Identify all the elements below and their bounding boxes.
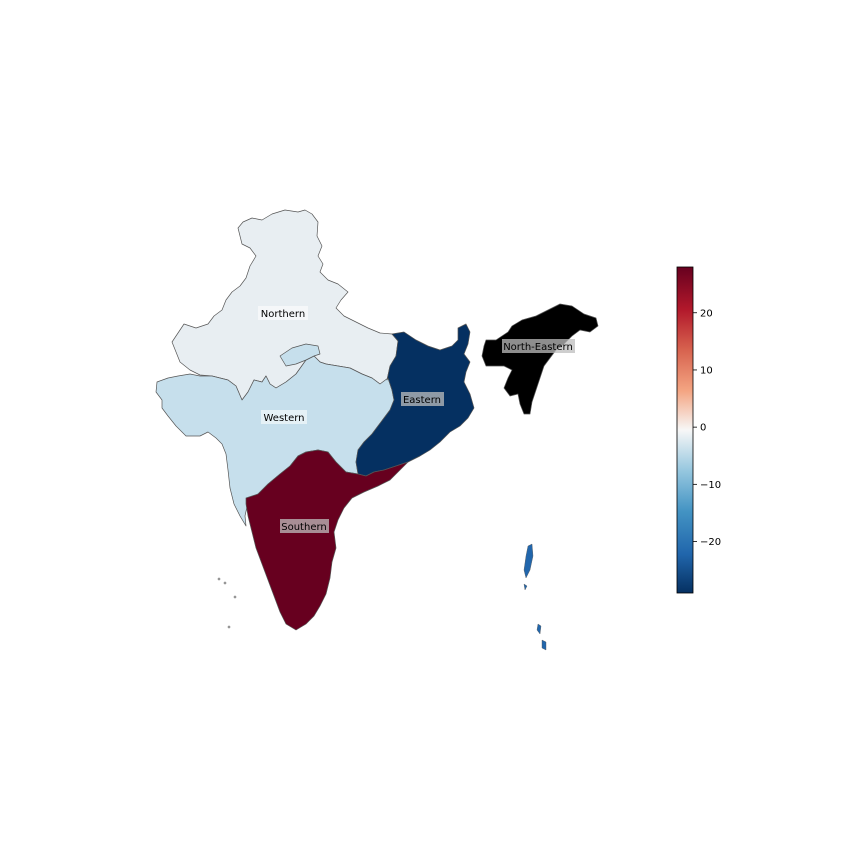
colorbar-scale <box>676 266 694 594</box>
region-lakshadweep-islands <box>217 577 237 629</box>
region-andaman-islands <box>523 543 547 651</box>
label-western-text: Western <box>263 413 304 424</box>
label-southern: Southern <box>280 519 329 533</box>
label-eastern: Eastern <box>401 392 444 406</box>
label-southern-text: Southern <box>281 522 327 533</box>
label-northern-text: Northern <box>261 309 305 320</box>
colorbar-tick-label: −10 <box>700 480 721 491</box>
region-north-eastern[interactable] <box>481 303 599 415</box>
colorbar-tick-label: 20 <box>700 308 713 319</box>
label-northern: Northern <box>258 306 308 320</box>
region-southern[interactable] <box>245 449 409 631</box>
colorbar-tick-label: −20 <box>700 537 721 548</box>
region-western-plateau <box>279 343 321 367</box>
colorbar-tick-label: 0 <box>700 423 706 434</box>
label-western: Western <box>261 410 307 424</box>
colorbar-tick-label: 10 <box>700 365 713 376</box>
colorbar: 20 10 0 −10 −20 <box>676 266 721 594</box>
region-northern[interactable] <box>171 209 399 401</box>
label-eastern-text: Eastern <box>403 395 441 406</box>
colorbar-ticks: 20 10 0 −10 −20 <box>693 308 721 548</box>
label-north-eastern: North-Eastern <box>502 339 575 353</box>
label-north-eastern-text: North-Eastern <box>503 342 573 353</box>
